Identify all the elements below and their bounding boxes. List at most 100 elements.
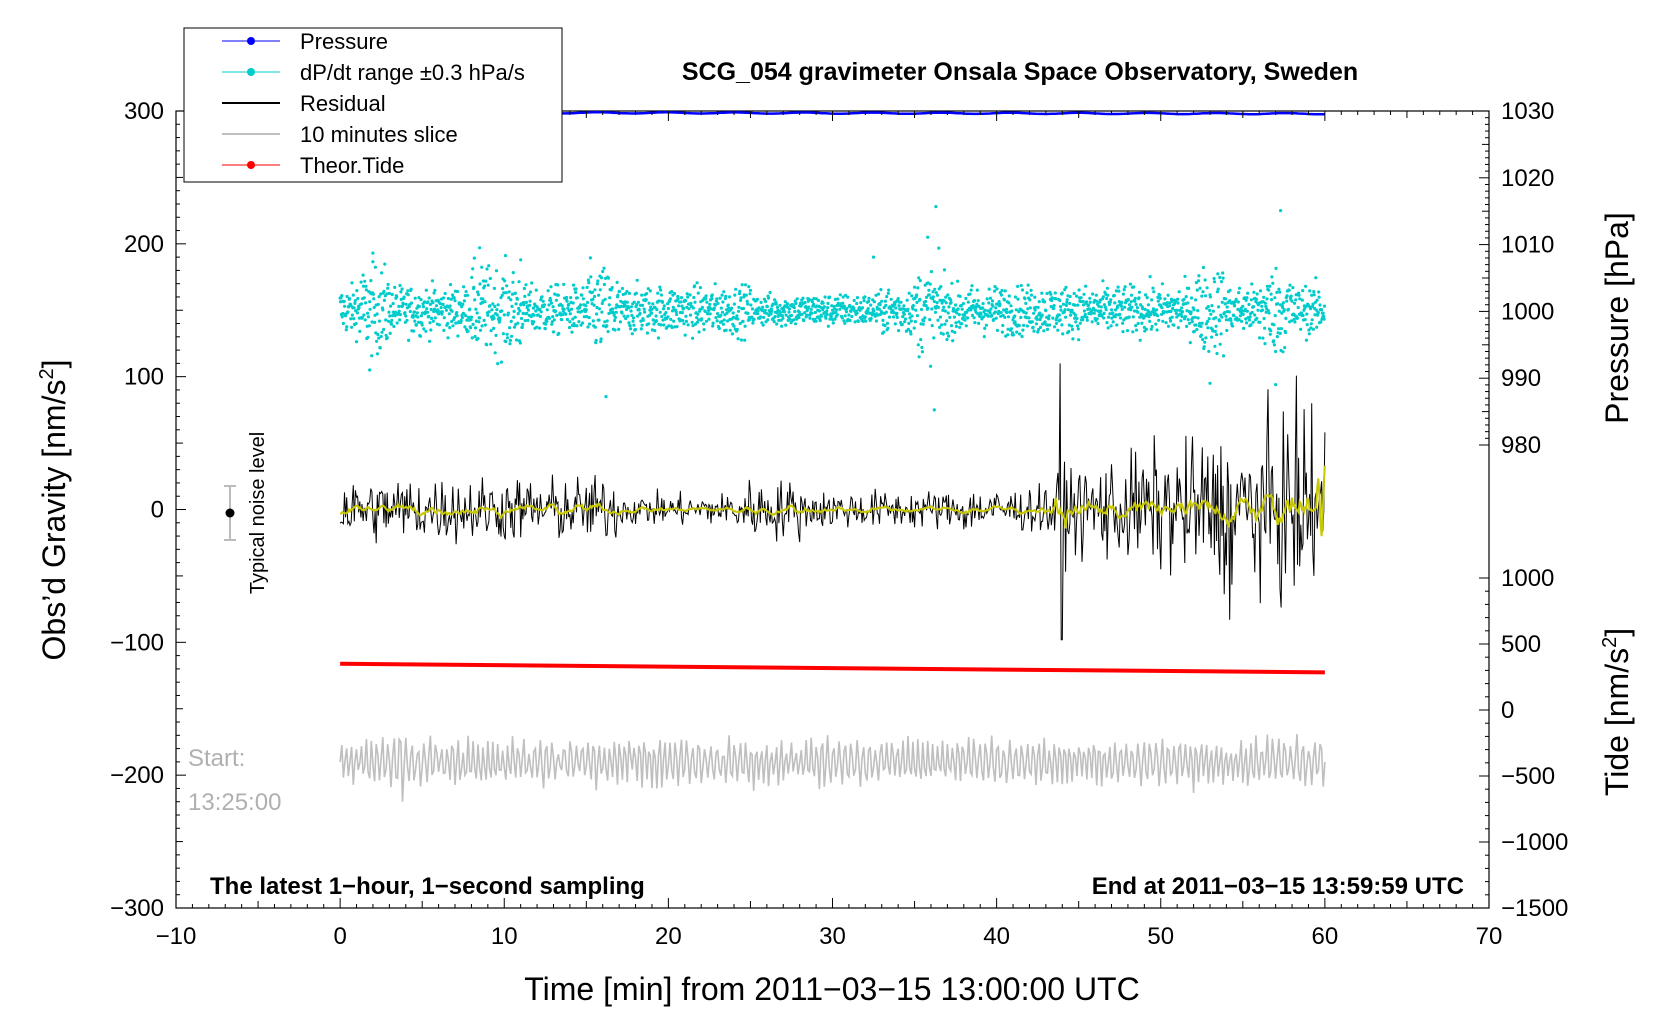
dpdt-point (808, 316, 812, 320)
dpdt-point (1317, 295, 1321, 299)
dpdt-point (480, 300, 485, 305)
dpdt-point (492, 286, 496, 290)
y-axis-label-left-end: ] (36, 360, 72, 369)
dpdt-point (675, 325, 679, 329)
dpdt-point (370, 320, 374, 324)
dpdt-point (969, 308, 973, 312)
dpdt-point (389, 322, 393, 326)
dpdt-point (1037, 300, 1041, 304)
dpdt-point (377, 319, 382, 323)
dpdt-point (861, 319, 865, 323)
dpdt-outlier (1208, 381, 1212, 385)
dpdt-point (942, 305, 946, 309)
dpdt-point (1036, 327, 1041, 332)
dpdt-point (601, 324, 606, 328)
dpdt-point (1160, 282, 1164, 286)
dpdt-point (1135, 306, 1139, 310)
dpdt-point (1160, 306, 1164, 310)
dpdt-point (1024, 311, 1028, 315)
dpdt-point (1114, 313, 1118, 317)
dpdt-point (1032, 329, 1036, 333)
dpdt-point (495, 313, 499, 317)
dpdt-point (1198, 286, 1202, 290)
dpdt-point (1308, 307, 1313, 311)
dpdt-point (1180, 314, 1184, 319)
dpdt-point (1224, 314, 1228, 318)
dpdt-point (389, 304, 393, 308)
dpdt-point (859, 301, 863, 305)
dpdt-point (474, 307, 478, 311)
dpdt-point (772, 320, 776, 324)
dpdt-point (1061, 302, 1066, 306)
dpdt-point (363, 279, 367, 283)
dpdt-point (602, 282, 607, 287)
dpdt-point (749, 303, 753, 307)
dpdt-point (620, 311, 624, 315)
dpdt-point (797, 315, 801, 320)
dpdt-point (492, 326, 496, 330)
dpdt-point (1022, 323, 1026, 327)
dpdt-point (657, 299, 661, 303)
dpdt-point (686, 323, 690, 327)
dpdt-point (1267, 311, 1271, 315)
dpdt-point (1156, 295, 1160, 299)
dpdt-point (954, 303, 958, 307)
dpdt-point (486, 283, 490, 287)
dpdt-point (662, 304, 666, 308)
dpdt-point (1084, 284, 1088, 288)
dpdt-point (719, 306, 723, 310)
dpdt-point (574, 287, 578, 291)
dpdt-point (721, 300, 725, 304)
dpdt-point (388, 331, 392, 335)
dpdt-point (1312, 293, 1316, 297)
dpdt-point (1175, 315, 1179, 319)
dpdt-point (1175, 308, 1179, 312)
dpdt-point (816, 298, 821, 303)
dpdt-point (1048, 323, 1052, 327)
dpdt-point (1279, 327, 1283, 331)
dpdt-point (715, 319, 719, 323)
dpdt-point (736, 337, 740, 341)
dpdt-point (556, 283, 560, 287)
dpdt-point (452, 296, 456, 300)
dpdt-point (624, 316, 628, 321)
dpdt-point (1109, 298, 1113, 302)
dpdt-outlier (934, 205, 938, 209)
dpdt-point (659, 323, 663, 327)
dpdt-point (350, 313, 354, 317)
dpdt-point (429, 307, 433, 312)
dpdt-point (386, 319, 391, 323)
dpdt-point (1119, 304, 1123, 308)
dpdt-point (765, 305, 769, 309)
noise-level-label: Typical noise level (247, 432, 269, 594)
dpdt-point (1002, 308, 1006, 312)
dpdt-point (1303, 318, 1307, 322)
dpdt-point (378, 346, 382, 350)
dpdt-point (589, 275, 593, 279)
dpdt-point (408, 309, 412, 314)
y-tick-label: 200 (124, 231, 164, 258)
dpdt-point (551, 305, 555, 309)
dpdt-point (937, 287, 941, 291)
dpdt-point (608, 296, 612, 300)
dpdt-point (1189, 310, 1193, 314)
dpdt-point (605, 319, 609, 323)
dpdt-point (417, 296, 421, 300)
dpdt-point (691, 336, 695, 340)
dpdt-point (981, 302, 985, 306)
pressure-tick-label: 1000 (1501, 298, 1554, 325)
dpdt-point (708, 302, 712, 306)
dpdt-outlier (371, 251, 375, 255)
dpdt-point (441, 302, 445, 306)
dpdt-point (979, 312, 983, 316)
dpdt-point (981, 306, 985, 310)
dpdt-point (491, 302, 495, 306)
dpdt-point (775, 322, 779, 326)
dpdt-point (759, 300, 763, 304)
dpdt-point (622, 314, 626, 318)
dpdt-point (1255, 316, 1259, 320)
dpdt-point (1122, 288, 1126, 292)
dpdt-point (744, 293, 748, 297)
dpdt-point (1244, 298, 1248, 302)
dpdt-point (508, 326, 512, 330)
